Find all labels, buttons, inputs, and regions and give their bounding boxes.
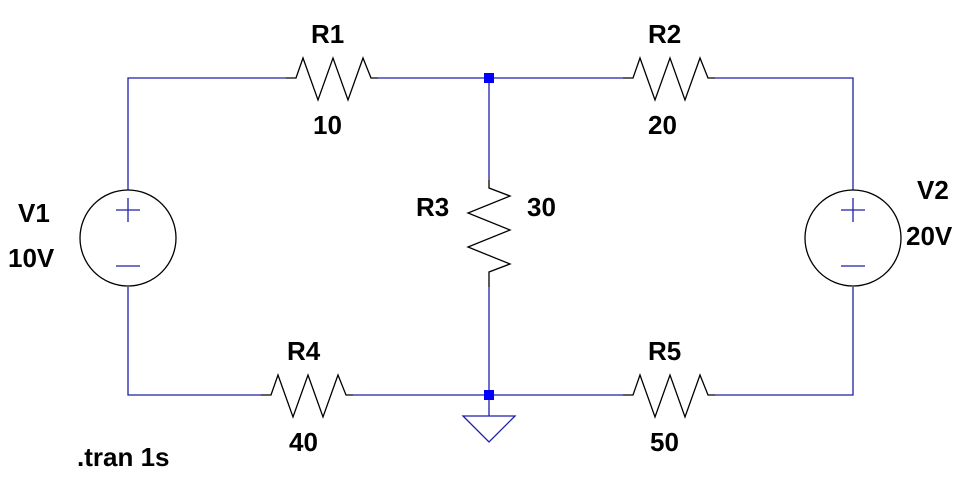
v2-name-label: V2: [917, 175, 949, 205]
voltage-source-icon: [79, 189, 177, 287]
resistor-icon: [623, 56, 715, 102]
spice-directive[interactable]: .tran 1s: [77, 442, 170, 472]
r4-name-label: R4: [287, 336, 321, 366]
resistor-icon: [286, 56, 378, 102]
r3-name-label: R3: [416, 192, 449, 222]
wire-r5-v2: [715, 287, 854, 396]
resistor-icon: [466, 180, 512, 287]
resistor-r2[interactable]: R2 20: [623, 19, 715, 140]
junction-node-icon[interactable]: [484, 73, 494, 83]
r1-value-label: 10: [313, 110, 342, 140]
junction-node-icon[interactable]: [484, 390, 494, 400]
wire-v1-bottom: [127, 287, 261, 396]
v1-value-label: 10V: [8, 243, 55, 273]
r3-value-label: 30: [527, 192, 556, 222]
r5-name-label: R5: [648, 336, 681, 366]
v2-value-label: 20V: [906, 221, 953, 251]
resistor-icon: [261, 373, 353, 419]
ground-icon: [461, 395, 517, 443]
wires: [127, 77, 854, 396]
wire-r2-v2: [715, 77, 854, 190]
resistor-icon: [623, 373, 715, 419]
ground-symbol[interactable]: [461, 395, 517, 443]
r2-name-label: R2: [648, 19, 681, 49]
wire-v1-top: [127, 77, 286, 190]
voltage-source-v1[interactable]: V1 10V: [8, 189, 177, 287]
voltage-source-icon: [804, 189, 902, 287]
r1-name-label: R1: [311, 19, 344, 49]
r2-value-label: 20: [648, 110, 677, 140]
r4-value-label: 40: [289, 427, 318, 457]
resistor-r4[interactable]: R4 40: [261, 336, 353, 457]
resistor-r3[interactable]: R3 30: [416, 180, 556, 287]
voltage-source-v2[interactable]: V2 20V: [804, 175, 953, 287]
v1-name-label: V1: [18, 198, 50, 228]
resistor-r1[interactable]: R1 10: [286, 19, 378, 140]
resistor-r5[interactable]: R5 50: [623, 336, 715, 457]
r5-value-label: 50: [650, 427, 679, 457]
